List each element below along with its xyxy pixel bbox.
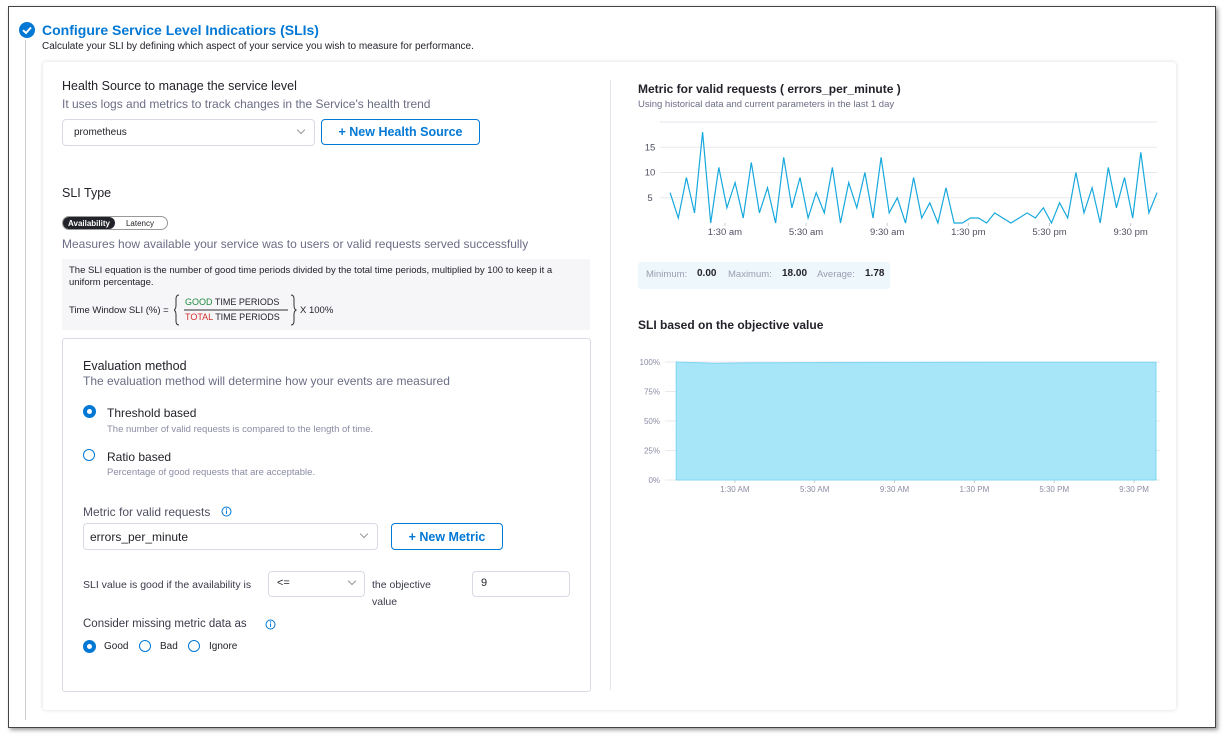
section-description: Measures how available your service was … <box>62 237 529 251</box>
x-tick-label: 5:30 pm <box>1032 227 1066 238</box>
condition-text: SLI value is good if the availability is <box>83 579 252 591</box>
section-description: It uses logs and metrics to track change… <box>62 97 431 111</box>
y-tick-label: 10 <box>645 168 656 179</box>
select[interactable] <box>62 119 315 146</box>
page-title: Configure Service Level Indicatiors (SLI… <box>42 22 319 38</box>
radio[interactable] <box>139 640 151 652</box>
condition-text: the objective value <box>372 579 431 608</box>
radio-label: Good <box>104 641 129 652</box>
select-value: prometheus <box>74 127 127 138</box>
divider <box>610 80 611 690</box>
check-icon <box>19 22 35 38</box>
x-tick-label: 1:30 AM <box>720 485 750 494</box>
panel-subtitle: Using historical data and current parame… <box>638 99 895 110</box>
section-title: SLI Type <box>62 186 112 200</box>
section-description: The evaluation method will determine how… <box>83 374 450 388</box>
x-tick-label: 9:30 PM <box>1119 485 1149 494</box>
select[interactable] <box>83 523 378 550</box>
radio[interactable] <box>188 640 200 652</box>
y-tick-label: 50% <box>644 417 660 426</box>
field-label: Consider missing metric data as <box>83 618 247 630</box>
stats-box <box>638 262 890 289</box>
equation-good: GOOD <box>185 297 213 307</box>
y-tick-label: 15 <box>645 142 656 153</box>
stat-value: 1.78 <box>865 268 885 279</box>
stat-value: 18.00 <box>782 268 808 279</box>
section-title: Evaluation method <box>83 359 187 373</box>
select-value: <= <box>277 577 290 589</box>
equation-brackets <box>174 294 298 326</box>
x-tick-label: 5:30 PM <box>1039 485 1069 494</box>
equation-lhs: Time Window SLI (%) = <box>69 305 169 316</box>
radio[interactable] <box>83 449 95 461</box>
input[interactable] <box>472 571 570 597</box>
panel-title: SLI based on the objective value <box>638 318 824 332</box>
equation-text: TIME PERIODS <box>214 297 280 307</box>
section-title: Health Source to manage the service leve… <box>62 79 297 93</box>
radio-label: Bad <box>160 641 178 652</box>
stat-label: Average: <box>817 269 855 280</box>
step-line <box>25 40 26 720</box>
x-tick-label: 1:30 pm <box>951 227 985 238</box>
page-subtitle: Calculate your SLI by defining which asp… <box>42 41 474 52</box>
info-icon[interactable] <box>265 619 276 630</box>
x-tick-label: 1:30 PM <box>959 485 989 494</box>
toggle[interactable] <box>62 216 168 230</box>
radio-label: Ratio based <box>107 450 172 464</box>
x-tick-label: 5:30 AM <box>800 485 830 494</box>
select[interactable] <box>268 571 365 597</box>
x-tick-label: 5:30 am <box>789 227 823 238</box>
toggle-option[interactable]: Availability <box>63 217 115 229</box>
x-tick-label: 9:30 pm <box>1113 227 1147 238</box>
radio[interactable] <box>83 640 96 653</box>
info-icon[interactable] <box>221 506 232 517</box>
input-value: 9 <box>481 577 488 589</box>
series-line <box>669 132 1158 226</box>
radio-description: The number of valid requests is compared… <box>107 424 374 435</box>
y-tick-label: 75% <box>644 388 660 397</box>
radio-description: Percentage of good requests that are acc… <box>107 467 316 478</box>
stat-value: 0.00 <box>697 268 717 279</box>
series-area <box>675 361 1157 481</box>
button[interactable]: + New Metric <box>391 523 503 550</box>
panel-title: Metric for valid requests ( errors_per_m… <box>638 82 901 96</box>
x-tick-label: 1:30 am <box>708 227 742 238</box>
equation-multiplier: X 100% <box>300 305 334 316</box>
y-tick-label: 100% <box>640 358 660 367</box>
x-tick-label: 9:30 am <box>870 227 904 238</box>
equation-total: TOTAL <box>185 312 213 322</box>
radio-label: Ignore <box>209 641 238 652</box>
radio[interactable] <box>83 405 96 418</box>
field-label: Metric for valid requests <box>83 505 211 519</box>
equation-text: TIME PERIODS <box>215 312 280 322</box>
x-tick-label: 9:30 AM <box>880 485 910 494</box>
radio-label: Threshold based <box>107 406 197 420</box>
equation-box <box>62 259 590 330</box>
stat-label: Maximum: <box>728 269 772 280</box>
toggle-option[interactable]: Latency <box>125 218 155 228</box>
metric-chart: 5 10 15 1:30 am 5:30 am 9:30 am 1:30 pm 5:30 pm… <box>645 121 1158 238</box>
equation-text: The SLI equation is the number of good t… <box>69 265 553 288</box>
stat-label: Minimum: <box>646 269 688 280</box>
y-tick-label: 0% <box>648 476 660 485</box>
button[interactable]: + New Health Source <box>321 119 480 145</box>
y-tick-label: 5 <box>647 193 652 204</box>
y-tick-label: 25% <box>644 447 660 456</box>
sli-chart: 0% 25% 50% 75% 100% 1:30 AM 5:30 AM 9:30 AM 1:30… <box>640 358 1160 494</box>
select-value: errors_per_minute <box>90 530 189 544</box>
evaluation-card <box>62 338 591 692</box>
